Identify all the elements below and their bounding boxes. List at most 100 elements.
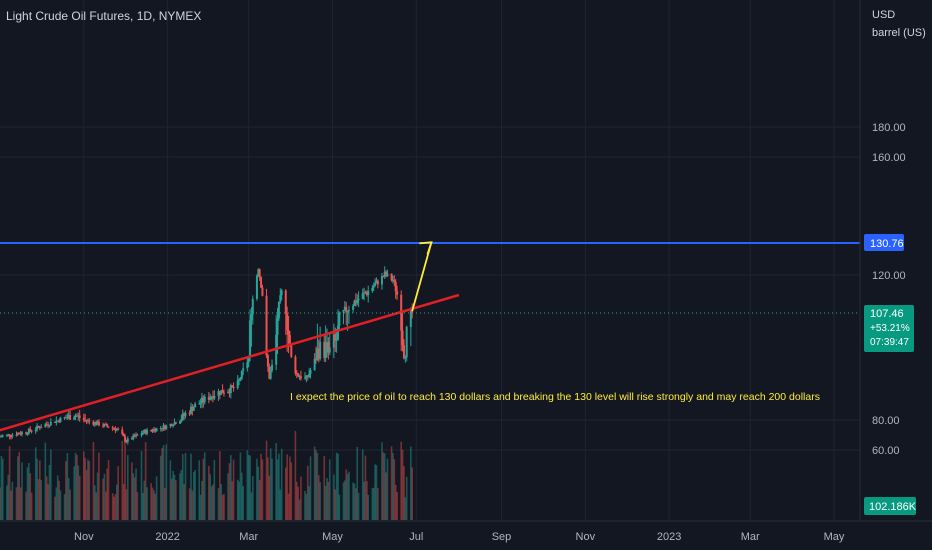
candle-body [404, 357, 407, 359]
candle-body [16, 433, 19, 436]
candle-body [136, 434, 139, 436]
volume-bar [179, 473, 181, 520]
candle-body [37, 425, 40, 428]
candle-body [316, 348, 319, 360]
candle-body [268, 366, 271, 379]
candle-body [64, 417, 67, 419]
volume-bar [375, 465, 378, 520]
volume-bar [323, 455, 326, 520]
candle-body [251, 298, 254, 315]
resistance-badge-label: 130.76 [870, 238, 904, 250]
candle-body [250, 314, 253, 321]
candle-body [144, 430, 147, 434]
candle-body [192, 407, 195, 411]
volume-bar [192, 472, 195, 520]
volume-bar [221, 495, 224, 520]
candle-body [126, 438, 129, 443]
candle-body [221, 390, 224, 393]
volume-bar [151, 487, 154, 520]
candle-body [111, 427, 114, 429]
candle-body [15, 434, 18, 436]
time-tick-label: Mar [741, 531, 760, 543]
price-tick-label: 80.00 [872, 415, 900, 427]
volume-bar [84, 458, 86, 520]
candle-body [183, 413, 186, 416]
support-trend-line [0, 293, 460, 432]
volume-bar [392, 453, 394, 520]
volume-bar [96, 472, 99, 520]
candle-body [380, 275, 383, 285]
volume-bar [56, 475, 59, 520]
volume-bar [278, 453, 280, 520]
candle-body [5, 434, 8, 436]
volume-bar [26, 467, 29, 520]
volume-bar [213, 459, 216, 520]
candle-body [163, 425, 166, 429]
volume-bar [246, 450, 249, 520]
candle-body [299, 376, 302, 379]
volume-bar [6, 485, 8, 520]
volume-bar [69, 489, 71, 520]
volume-bar [338, 494, 341, 520]
volume-bar [67, 478, 70, 520]
volume-bar [103, 473, 106, 520]
candle-body [146, 429, 149, 434]
volume-bar [19, 487, 22, 520]
volume-bar [102, 478, 104, 520]
volume-bar [346, 473, 349, 520]
candle-body [200, 397, 203, 403]
chart-title: Light Crude Oil Futures, 1D, NYMEX [6, 9, 202, 23]
volume-bars [0, 430, 413, 520]
candle-body [343, 306, 346, 311]
volume-bar [198, 460, 201, 520]
volume-bar [66, 453, 69, 520]
candle-body [288, 335, 291, 344]
volume-bar [324, 485, 327, 520]
volume-bar [335, 452, 338, 520]
candle-body [247, 357, 250, 363]
candle-body [184, 413, 187, 416]
candle-body [103, 424, 106, 427]
volume-bar [348, 471, 350, 520]
candle-body [326, 342, 329, 346]
candle-body [45, 424, 48, 426]
candle-body [332, 334, 335, 348]
candle-body [361, 293, 364, 299]
candle-body [382, 275, 385, 277]
time-tick-label: Nov [74, 531, 94, 543]
volume-bar [0, 487, 1, 520]
volume-bar [210, 486, 213, 520]
candle-body [236, 380, 239, 389]
candle-body [36, 425, 39, 430]
volume-bar [18, 451, 21, 520]
volume-bar [30, 492, 33, 520]
candle-body [67, 414, 70, 418]
volume-bar [382, 452, 385, 520]
candle-body [240, 370, 243, 379]
volume-bar [135, 468, 137, 520]
volume-bar [290, 462, 293, 520]
candle-body [180, 419, 183, 422]
volume-bar [297, 486, 299, 520]
candle-body [88, 420, 91, 422]
candle-body [276, 318, 279, 335]
volume-bar [228, 463, 231, 520]
candle-body [56, 420, 59, 422]
volume-bar [298, 499, 301, 520]
candle-body [294, 356, 297, 374]
candle-body [298, 376, 301, 378]
candle-body [372, 286, 375, 288]
volume-bar [212, 484, 214, 520]
volume-bar [201, 480, 203, 520]
price-axis: 60.00 80.00 120.00 160.00 180.00 130.76 107.46… [859, 0, 917, 520]
volume-bar [367, 494, 370, 520]
candle-body [405, 326, 408, 358]
candle-body [222, 392, 225, 394]
candle-body [69, 414, 72, 420]
candle-body [188, 413, 191, 415]
volume-bar [34, 447, 37, 520]
volume-bar [77, 465, 80, 520]
candle-body [203, 396, 206, 403]
candle-body [308, 373, 311, 377]
